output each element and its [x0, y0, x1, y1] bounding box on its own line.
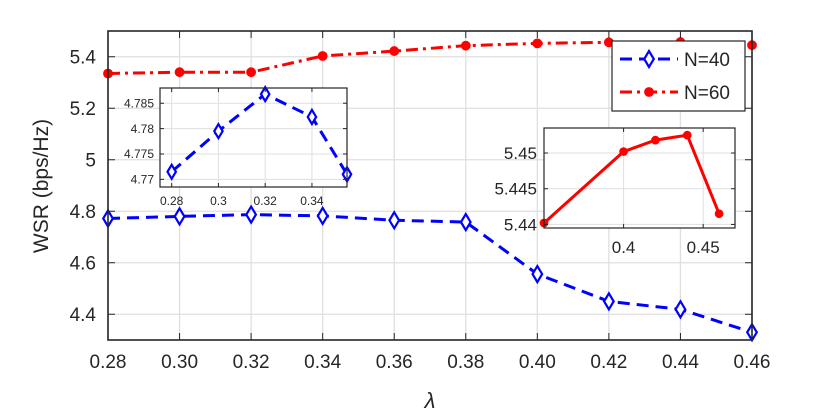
inset-n60-data-point	[619, 147, 628, 156]
legend-marker-n40	[642, 48, 656, 70]
inset-n40-data-point	[212, 122, 224, 141]
inset-n40-y-tick-label: 4.77	[131, 173, 155, 187]
data-point	[389, 46, 400, 56]
legend: N=40 N=60	[611, 40, 746, 112]
inset-n60-x-tick-label: 0.4	[612, 238, 636, 257]
legend-marker-n60	[644, 87, 654, 97]
data-point	[532, 38, 543, 49]
data-point	[173, 206, 186, 227]
x-tick-label: 0.32	[233, 352, 270, 373]
x-axis-title: λ	[424, 388, 436, 413]
data-point	[460, 40, 471, 51]
data-point	[317, 51, 328, 61]
x-tick-label: 0.38	[447, 352, 484, 373]
inset-n40-data-point	[259, 84, 271, 104]
legend-box	[611, 40, 746, 112]
x-tick-label: 0.28	[90, 352, 127, 373]
inset-n40-y-tick-label: 4.785	[124, 96, 154, 110]
data-point	[174, 67, 185, 78]
x-tick-label: 0.44	[662, 352, 699, 373]
y-axis-title: WSR (bps/Hz)	[30, 119, 53, 253]
x-tick-label: 0.30	[161, 352, 198, 373]
inset-n60-data-point	[682, 130, 692, 140]
x-tick-label: 0.34	[304, 352, 341, 373]
inset-n60-axes-frame	[543, 127, 736, 229]
inset-n40: 0.28 0.3 0.32 0.34 4.77 4.775 4.78 4.785	[124, 84, 353, 208]
inset-n60-plot-area	[544, 128, 735, 228]
data-point	[388, 210, 401, 231]
x-tick-label: 0.46	[734, 352, 771, 373]
y-tick-label: 4.8	[70, 202, 96, 223]
x-tick-label: 0.36	[376, 352, 413, 373]
data-point	[316, 205, 329, 227]
data-point	[459, 211, 472, 233]
axes-frame	[107, 30, 753, 341]
data-point	[602, 291, 615, 312]
y-tick-label: 5.4	[70, 47, 97, 68]
y-tick-label: 5.2	[70, 99, 96, 120]
inset-n60-x-tick-label: 0.45	[687, 238, 720, 257]
inset-n40-data-point	[306, 107, 318, 127]
series-line-n40	[107, 213, 753, 334]
data-point	[245, 204, 258, 225]
inset-n40-y-tick-label: 4.775	[124, 147, 154, 161]
inset-n60: 0.4 0.45 5.44 5.445 5.45	[494, 127, 736, 257]
inset-n40-x-tick-label: 0.3	[210, 194, 227, 208]
inset-n40-x-tick-label: 0.32	[254, 194, 278, 208]
inset-n60-y-tick-label: 5.445	[494, 180, 537, 199]
inset-n60-y-tick-label: 5.45	[504, 144, 537, 163]
x-tick-label: 0.40	[519, 352, 556, 373]
data-point	[246, 67, 257, 78]
y-tick-label: 5	[85, 150, 96, 171]
legend-label-n40: N=40	[684, 50, 730, 71]
legend-label-n60: N=60	[684, 83, 730, 104]
inset-n40-y-tick-label: 4.78	[131, 122, 155, 136]
x-tick-label: 0.42	[590, 352, 627, 373]
data-point	[674, 299, 687, 320]
inset-n40-data-point	[166, 162, 178, 181]
inset-n60-data-point	[714, 209, 724, 219]
data-point	[531, 263, 544, 285]
y-tick-label: 4.6	[70, 253, 96, 274]
series-line-n60	[107, 40, 753, 75]
inset-n60-data-point	[651, 135, 660, 145]
inset-n40-axes-frame	[159, 87, 348, 188]
y-tick-label: 4.4	[70, 305, 97, 326]
inset-n60-y-tick-label: 5.44	[504, 215, 537, 234]
inset-n40-x-tick-label: 0.34	[300, 194, 324, 208]
inset-n40-x-tick-label: 0.28	[160, 194, 184, 208]
